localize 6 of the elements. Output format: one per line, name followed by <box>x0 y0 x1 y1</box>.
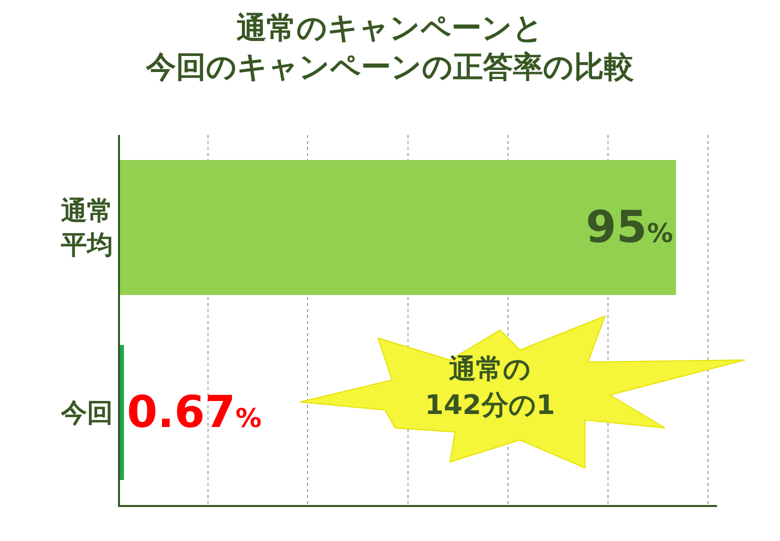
y-tick-label: 今回 <box>60 398 113 429</box>
y-tick-label: 通常平均 <box>60 196 113 260</box>
data-label: 95% <box>586 202 674 253</box>
chart-title: 通常のキャンペーンと今回のキャンペーンの正答率の比較 <box>145 10 634 85</box>
annotation: 通常の 142分の1 <box>424 353 556 423</box>
data-label: 0.67% <box>126 387 262 438</box>
